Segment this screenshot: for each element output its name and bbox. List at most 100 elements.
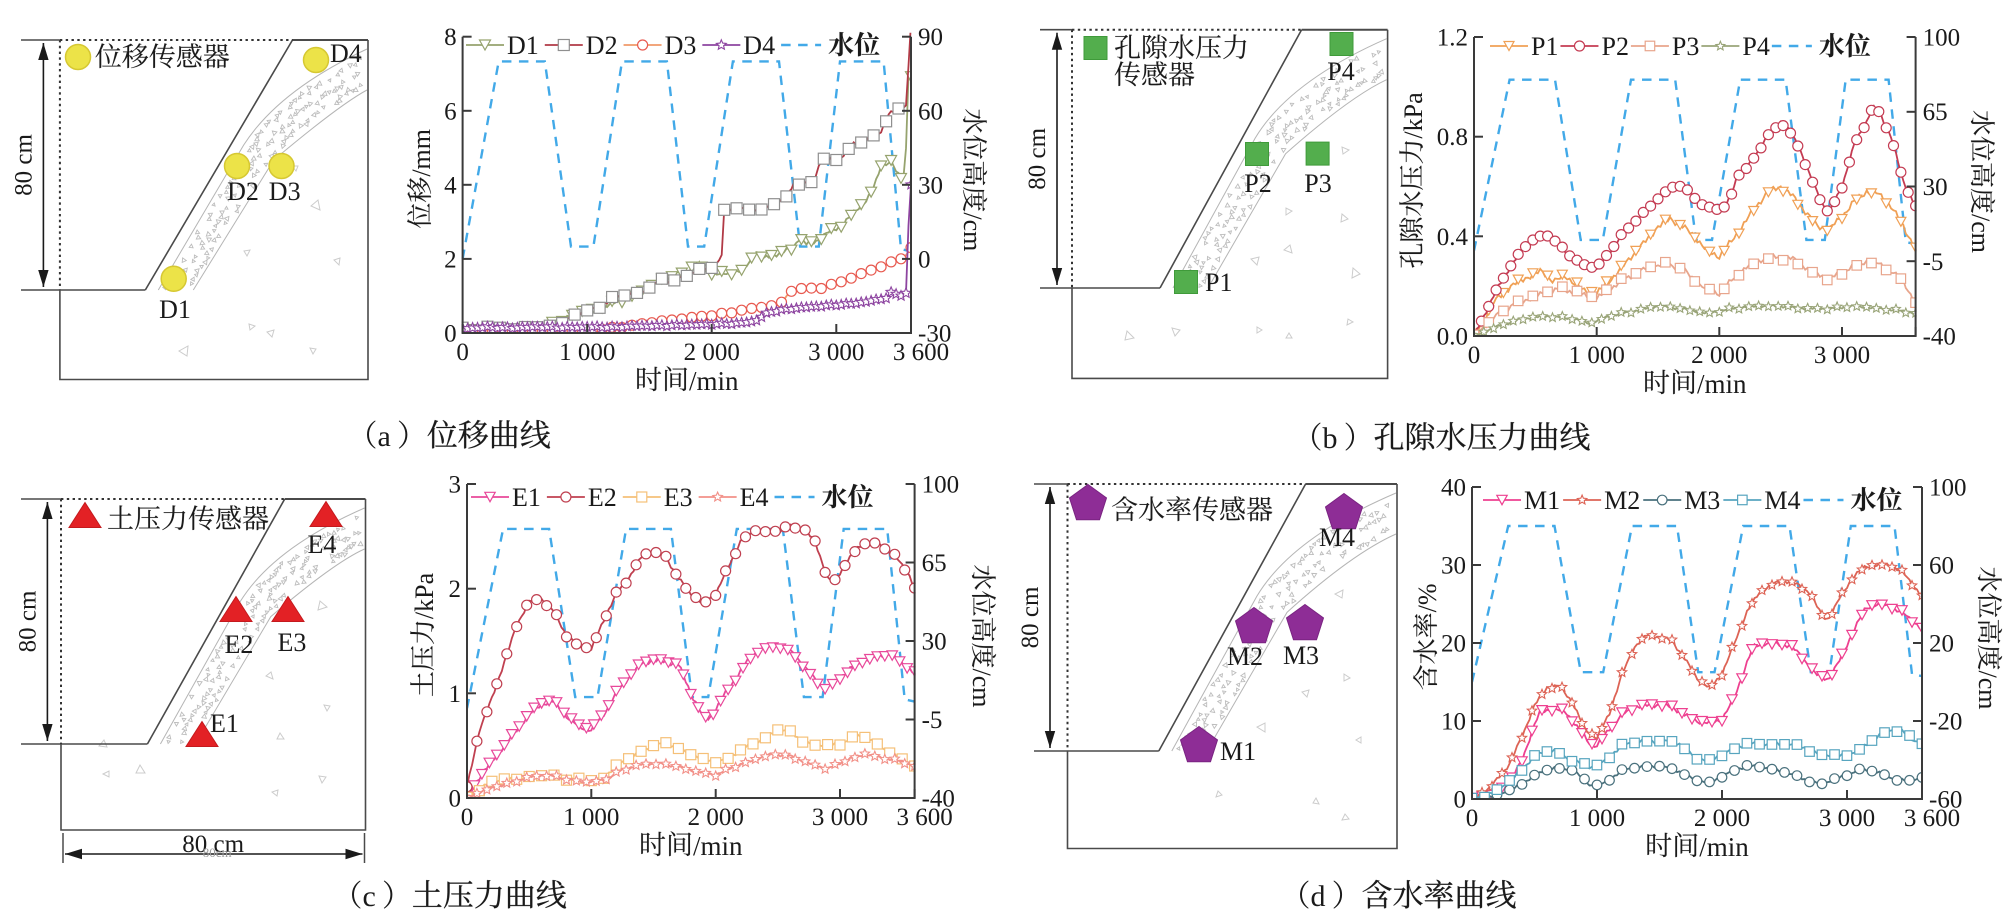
svg-text:M1: M1: [1524, 486, 1560, 515]
svg-text:D4: D4: [330, 39, 362, 68]
svg-text:40: 40: [1441, 475, 1466, 502]
svg-text:b: b: [1323, 422, 1338, 455]
svg-text:M3: M3: [1684, 486, 1720, 515]
svg-text:2 000: 2 000: [688, 804, 744, 831]
svg-text:c: c: [363, 880, 376, 913]
svg-text:30: 30: [1923, 174, 1948, 201]
svg-text:1 000: 1 000: [1569, 805, 1625, 832]
svg-text:3 000: 3 000: [812, 804, 868, 831]
svg-text:D1: D1: [159, 295, 191, 324]
svg-text:0.0: 0.0: [1437, 324, 1468, 351]
svg-text:D2: D2: [227, 177, 259, 206]
svg-text:2: 2: [444, 246, 457, 273]
svg-text:M2: M2: [1227, 642, 1263, 671]
svg-text:M4: M4: [1319, 523, 1355, 552]
svg-text:-60: -60: [1929, 787, 1962, 814]
svg-text:3 000: 3 000: [1819, 805, 1875, 832]
svg-text:3 600: 3 600: [1904, 805, 1960, 832]
svg-text:0: 0: [1454, 787, 1467, 814]
svg-text:/mm: /mm: [407, 129, 436, 177]
svg-text:60: 60: [1929, 553, 1954, 580]
svg-text:E2: E2: [225, 630, 254, 659]
svg-text:80cm: 80cm: [203, 845, 232, 860]
svg-text:P3: P3: [1304, 169, 1331, 198]
svg-text:E1: E1: [512, 483, 541, 512]
svg-text:2 000: 2 000: [684, 339, 740, 366]
svg-text:0: 0: [461, 804, 474, 831]
svg-text:100: 100: [1929, 475, 1967, 502]
svg-text:E3: E3: [278, 628, 307, 657]
svg-text:3 600: 3 600: [896, 804, 952, 831]
svg-text:D3: D3: [269, 177, 301, 206]
svg-text:0: 0: [1468, 342, 1481, 369]
svg-text:20: 20: [1929, 631, 1954, 658]
svg-text:a: a: [378, 420, 391, 453]
svg-text:E3: E3: [664, 483, 693, 512]
svg-text:P4: P4: [1742, 32, 1769, 61]
svg-text:0.4: 0.4: [1437, 224, 1469, 251]
svg-text:1.2: 1.2: [1437, 25, 1468, 52]
svg-text:E4: E4: [740, 483, 769, 512]
svg-text:P3: P3: [1672, 32, 1699, 61]
svg-text:8: 8: [444, 24, 457, 51]
svg-text:6: 6: [444, 98, 457, 125]
svg-text:1 000: 1 000: [559, 339, 615, 366]
svg-text:100: 100: [922, 472, 960, 499]
svg-text:-40: -40: [922, 786, 955, 813]
svg-text:-20: -20: [1929, 709, 1962, 736]
svg-text:E4: E4: [308, 530, 337, 559]
svg-text:90: 90: [918, 24, 943, 51]
svg-text:2 000: 2 000: [1694, 805, 1750, 832]
svg-text:3 000: 3 000: [1814, 342, 1870, 369]
svg-text:/min: /min: [1697, 369, 1747, 399]
svg-text:0: 0: [918, 246, 931, 273]
svg-text:P1: P1: [1531, 32, 1558, 61]
svg-text:/min: /min: [1699, 832, 1749, 862]
svg-text:30: 30: [918, 172, 943, 199]
svg-text:3 000: 3 000: [808, 339, 864, 366]
svg-text:-5: -5: [1923, 249, 1944, 276]
svg-text:P1: P1: [1205, 268, 1232, 297]
svg-text:D2: D2: [586, 31, 618, 60]
svg-text:100: 100: [1923, 25, 1961, 52]
svg-text:0: 0: [1466, 805, 1479, 832]
svg-text:M2: M2: [1604, 486, 1640, 515]
svg-text:80 cm: 80 cm: [14, 590, 41, 652]
svg-text:/cm: /cm: [958, 212, 987, 251]
svg-text:/kPa: /kPa: [410, 572, 439, 619]
svg-text:3: 3: [449, 472, 462, 499]
svg-text:20: 20: [1441, 631, 1466, 658]
svg-text:/cm: /cm: [1966, 214, 1995, 253]
svg-text:60: 60: [918, 98, 943, 125]
svg-text:M4: M4: [1764, 486, 1800, 515]
svg-text:/cm: /cm: [1973, 671, 2002, 710]
svg-text:0: 0: [444, 321, 457, 348]
svg-text:D3: D3: [665, 31, 697, 60]
svg-text:3 600: 3 600: [893, 339, 949, 366]
svg-text:1: 1: [449, 681, 462, 708]
svg-text:M3: M3: [1283, 641, 1319, 670]
svg-text:/min: /min: [689, 366, 739, 396]
svg-text:D1: D1: [507, 31, 539, 60]
svg-text:80 cm: 80 cm: [182, 831, 244, 858]
svg-text:/%: /%: [1413, 584, 1442, 613]
svg-text:2 000: 2 000: [1691, 342, 1747, 369]
svg-text:/kPa: /kPa: [1399, 92, 1428, 139]
svg-text:0: 0: [449, 786, 462, 813]
svg-text:30: 30: [1441, 553, 1466, 580]
svg-text:1 000: 1 000: [563, 804, 619, 831]
svg-text:80 cm: 80 cm: [1024, 127, 1051, 189]
svg-text:65: 65: [922, 550, 947, 577]
svg-text:D4: D4: [743, 31, 775, 60]
svg-text:P2: P2: [1244, 169, 1271, 198]
svg-text:E1: E1: [210, 709, 239, 738]
svg-text:65: 65: [1923, 99, 1948, 126]
svg-text:P4: P4: [1327, 57, 1354, 86]
svg-text:/cm: /cm: [967, 669, 996, 708]
svg-text:P2: P2: [1602, 32, 1629, 61]
svg-text:1 000: 1 000: [1569, 342, 1625, 369]
svg-text:E2: E2: [588, 483, 617, 512]
svg-text:80 cm: 80 cm: [1017, 586, 1044, 648]
svg-text:80 cm: 80 cm: [10, 134, 37, 196]
svg-text:10: 10: [1441, 709, 1466, 736]
